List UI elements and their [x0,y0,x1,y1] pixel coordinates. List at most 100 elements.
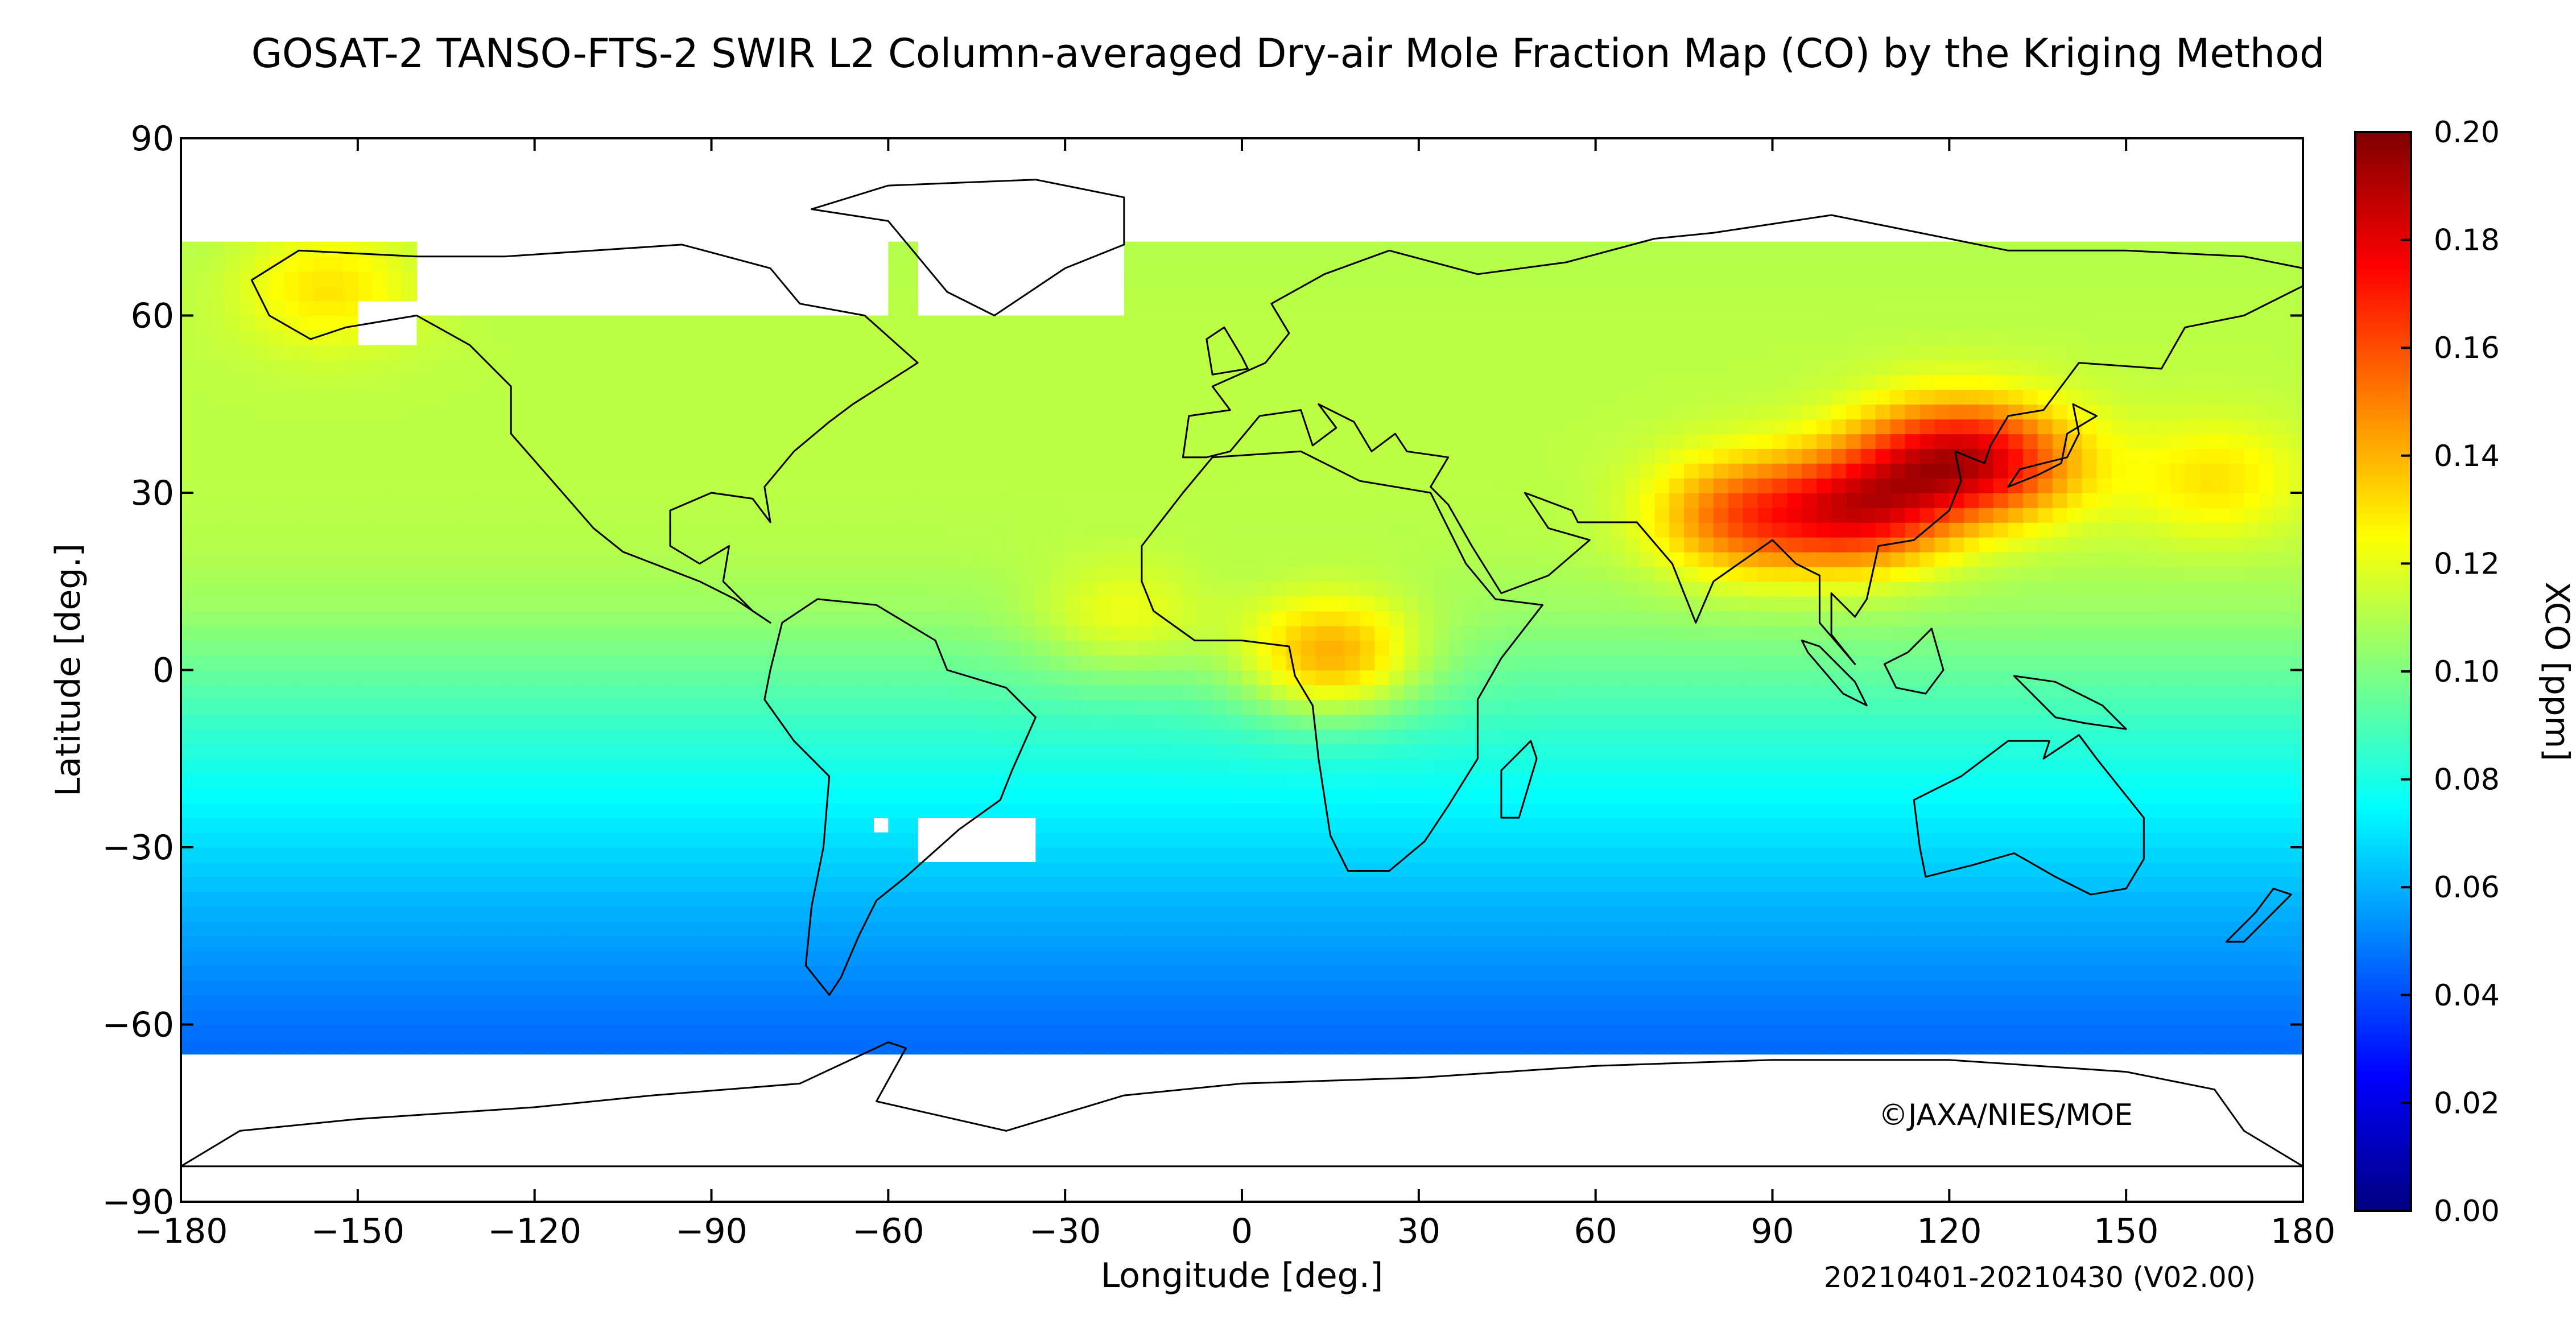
grid-cell [225,935,241,951]
grid-cell [1153,699,1169,715]
grid-cell [991,935,1007,951]
grid-cell [844,1024,860,1040]
grid-cell [2273,818,2289,833]
grid-cell [1477,699,1493,715]
grid-cell [1831,596,1847,612]
grid-cell [1330,596,1346,612]
grid-cell [1743,1009,1758,1025]
grid-cell [1403,596,1419,612]
grid-cell [1389,1024,1405,1040]
grid-cell [1050,803,1066,818]
grid-cell [1787,699,1803,715]
grid-cell [1124,803,1140,818]
grid-cell [416,1039,432,1055]
grid-cell [1640,625,1656,641]
grid-cell [519,758,535,774]
grid-cell [2273,862,2289,877]
grid-cell [564,847,580,863]
grid-cell [1979,1039,1994,1055]
grid-cell [1875,581,1891,597]
grid-cell [328,965,344,981]
grid-cell [2022,950,2038,966]
grid-cell [1065,758,1080,774]
grid-cell [1330,537,1346,553]
grid-cell [799,670,815,686]
grid-cell [490,1039,506,1055]
grid-cell [1153,906,1169,922]
grid-cell [2022,906,2038,922]
grid-cell [1256,655,1272,671]
grid-cell [564,537,580,553]
grid-cell [519,566,535,582]
grid-cell [1095,537,1110,553]
grid-cell [254,891,270,907]
grid-cell [402,670,418,686]
grid-cell [1360,611,1375,626]
grid-cell [1360,1024,1375,1040]
grid-cell [1699,876,1714,892]
grid-cell [1448,847,1464,863]
grid-cell [431,758,447,774]
grid-cell [1242,803,1257,818]
grid-cell [858,611,874,626]
grid-cell [357,862,373,877]
grid-cell [1757,773,1773,789]
grid-cell [1507,581,1522,597]
grid-cell [799,1009,815,1025]
grid-cell [1006,611,1022,626]
grid-cell [2082,640,2098,656]
grid-cell [932,537,948,553]
grid-cell [1757,685,1773,700]
grid-cell [195,803,211,818]
grid-cell [652,1009,668,1025]
grid-cell [505,729,521,745]
grid-cell [1242,1024,1257,1040]
grid-cell [1610,1009,1626,1025]
grid-cell [785,935,800,951]
grid-cell [1875,685,1891,700]
grid-cell [726,744,742,760]
grid-cell [1212,729,1228,745]
grid-cell [1492,670,1508,686]
grid-cell [1374,965,1390,981]
grid-cell [1433,891,1449,907]
grid-cell [210,596,226,612]
grid-cell [1418,1039,1434,1055]
grid-cell [1345,906,1360,922]
grid-cell [372,1024,388,1040]
grid-cell [1566,921,1582,937]
grid-cell [1831,611,1847,626]
grid-cell [711,640,727,656]
grid-cell [476,596,491,612]
grid-cell [1817,1009,1832,1025]
grid-cell [1109,625,1125,641]
grid-cell [549,803,565,818]
grid-cell [1345,566,1360,582]
grid-cell [1330,773,1346,789]
grid-cell [2288,611,2303,626]
grid-cell [1728,537,1744,553]
grid-cell [2067,995,2083,1011]
grid-cell [1610,655,1626,671]
grid-cell [1198,744,1213,760]
grid-cell [2111,980,2127,996]
grid-cell [1271,699,1287,715]
grid-cell [1389,699,1405,715]
grid-cell [2126,906,2141,922]
grid-cell [2082,906,2098,922]
grid-cell [269,906,285,922]
grid-cell [2229,950,2245,966]
grid-cell [534,832,550,848]
grid-cell [1212,906,1228,922]
grid-cell [947,744,963,760]
grid-cell [593,803,609,818]
grid-cell [402,876,418,892]
grid-cell [2052,788,2068,803]
grid-cell [961,906,977,922]
grid-cell [932,935,948,951]
grid-cell [1522,847,1537,863]
grid-cell [1728,685,1744,700]
grid-cell [652,862,668,877]
grid-cell [947,891,963,907]
grid-cell [534,699,550,715]
